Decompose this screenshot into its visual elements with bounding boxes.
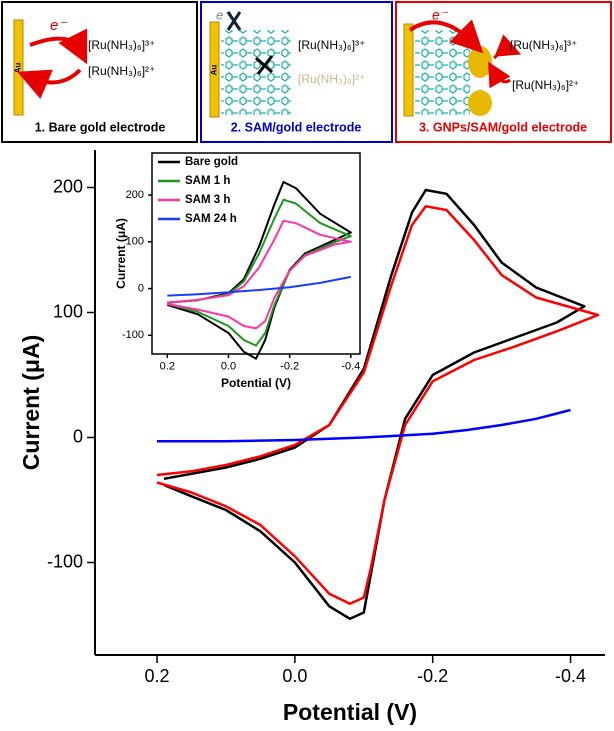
y-tick-label: -100 <box>122 329 144 341</box>
panel: Au e⁻ [Ru(NH₃)₆]³⁺ [Ru(NH₃)₆]²⁺ 2. SAM/g… <box>200 1 393 143</box>
monolayer <box>221 30 291 115</box>
y-tick-label: 200 <box>126 189 144 201</box>
x-tick-label: 0.2 <box>160 361 175 373</box>
series-line <box>156 205 600 606</box>
y-tick-label: 100 <box>126 236 144 248</box>
panel-label: 3. GNPs/SAM/gold electrode <box>419 120 587 134</box>
y-axis-label: Current (μA) <box>114 218 128 289</box>
panel: e⁻ [Ru(NH₃)₆]³⁺ [Ru(NH₃)₆]²⁺ 3. GNPs/SAM… <box>395 1 612 143</box>
panel: Au e⁻ [Ru(NH₃)₆]³⁺ [Ru(NH₃)₆]²⁺ 1. Bare … <box>1 1 198 143</box>
series-line <box>157 408 571 443</box>
x-axis-label: Potential (V) <box>283 699 417 725</box>
species: [Ru(NH₃)₆]³⁺ <box>88 38 155 52</box>
arrow <box>17 68 82 100</box>
species: [Ru(NH₃)₆]³⁺ <box>510 38 577 52</box>
y-tick-label: -100 <box>47 551 83 571</box>
series-line <box>167 181 352 360</box>
x-tick-label: 0.2 <box>145 666 170 686</box>
y-tick-label: 100 <box>53 301 83 321</box>
species: [Ru(NH₃)₆]³⁺ <box>298 38 365 52</box>
legend-label: Bare gold <box>185 156 238 168</box>
arrow <box>408 19 484 54</box>
series-line <box>167 198 352 347</box>
species: [Ru(NH₃)₆]²⁺ <box>512 78 579 92</box>
electrode-label: Au <box>14 63 23 74</box>
legend-label: SAM 24 h <box>185 213 237 225</box>
species: [Ru(NH₃)₆]²⁺ <box>88 64 155 78</box>
legend-label: SAM 3 h <box>185 194 230 206</box>
x-tick-label: -0.2 <box>417 666 448 686</box>
nanoparticle <box>468 90 492 116</box>
block-mark <box>255 55 274 75</box>
electrode <box>13 19 24 116</box>
x-tick-label: -0.4 <box>341 361 360 373</box>
arrow <box>488 61 511 89</box>
x-tick-label: -0.4 <box>555 666 586 686</box>
arrow <box>492 34 522 60</box>
electrode <box>403 23 414 117</box>
y-tick-label: 0 <box>138 282 144 294</box>
y-axis-label: Current (μA) <box>18 335 44 470</box>
electron: e⁻ <box>50 17 67 34</box>
electrode-label: Au <box>210 65 219 76</box>
species: [Ru(NH₃)₆]²⁺ <box>298 72 365 86</box>
panel-label: 1. Bare gold electrode <box>35 120 166 134</box>
arrow <box>29 28 88 65</box>
block-mark <box>226 11 242 31</box>
x-tick-label: 0.0 <box>282 666 307 686</box>
monolayer <box>415 30 470 115</box>
x-tick-label: 0.0 <box>221 361 236 373</box>
y-tick-label: 200 <box>53 176 83 196</box>
electron: e⁻ <box>432 7 449 23</box>
panel-label: 2. SAM/gold electrode <box>231 120 362 134</box>
electron: e⁻ <box>216 7 231 22</box>
x-axis-label: Potential (V) <box>221 376 291 390</box>
series-line <box>167 219 352 330</box>
y-tick-label: 0 <box>73 426 83 446</box>
nanoparticle <box>468 46 492 78</box>
electrode <box>209 21 220 118</box>
x-tick-label: -0.2 <box>280 361 299 373</box>
legend-label: SAM 1 h <box>185 175 230 187</box>
series-line <box>167 275 351 297</box>
